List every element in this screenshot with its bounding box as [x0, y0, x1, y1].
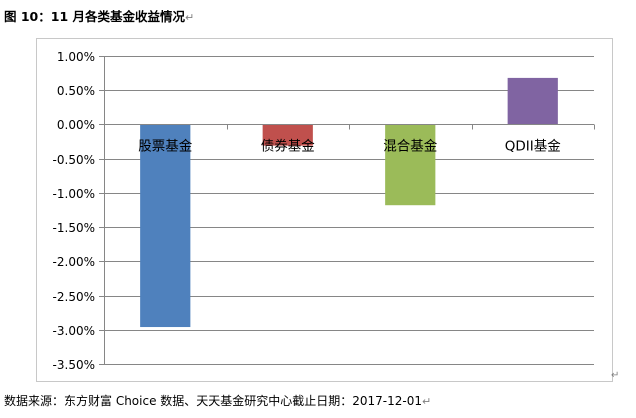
category-labels: 股票基金 债券基金 混合基金 QDII基金 [138, 137, 561, 154]
axes [99, 56, 595, 365]
bar [385, 124, 436, 206]
y-tick-labels: 1.00% 0.50% 0.00% -0.50% -1.00% -1.50% -2.00% -… [53, 50, 95, 372]
y-tick-label: -0.50% [53, 153, 95, 167]
y-tick-label: -3.50% [53, 358, 95, 372]
bar [262, 124, 313, 146]
y-tick-label: -1.00% [53, 187, 95, 201]
category-label: 债券基金 [261, 137, 315, 154]
y-tick-label: 1.00% [57, 50, 95, 64]
y-tick-label: -2.50% [53, 290, 95, 304]
corner-mark-icon: ↵ [611, 370, 620, 381]
paragraph-mark-icon: ↵ [422, 395, 432, 408]
category-label: 混合基金 [383, 137, 437, 154]
y-tick-label: -2.00% [53, 255, 95, 269]
bars [140, 77, 558, 328]
chart-frame [36, 38, 613, 382]
y-tick-label: 0.50% [57, 84, 95, 98]
category-label: QDII基金 [505, 137, 561, 154]
figure-caption: 图 10：11 月各类基金收益情况↵ [4, 6, 194, 25]
source-text: 数据来源：东方财富 Choice 数据、天天基金研究中心截止日期：2017-12… [4, 394, 423, 408]
y-tick-label: 0.00% [57, 118, 95, 132]
bar [140, 124, 191, 328]
bar [507, 77, 558, 125]
bar-chart: 1.00% 0.50% 0.00% -0.50% -1.00% -1.50% -2.00% -… [53, 50, 595, 372]
category-label: 股票基金 [138, 137, 192, 154]
source-note: 数据来源：东方财富 Choice 数据、天天基金研究中心截止日期：2017-12… [4, 392, 431, 409]
paragraph-mark-icon: ↵ [185, 11, 195, 24]
figure-caption-text: 图 10：11 月各类基金收益情况 [4, 9, 185, 24]
y-tick-label: -1.50% [53, 221, 95, 235]
y-tick-label: -3.00% [53, 324, 95, 338]
